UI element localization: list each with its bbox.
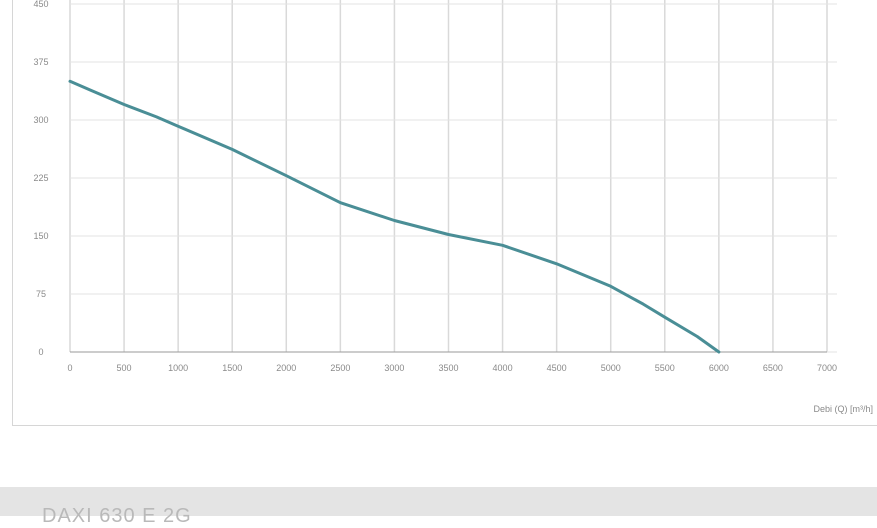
x-tick-label: 3500: [438, 363, 458, 373]
y-tick-label: 375: [33, 57, 48, 67]
x-tick-label: 3000: [384, 363, 404, 373]
x-tick-label: 2500: [330, 363, 350, 373]
product-header-bar: DAXI 630 E 2G: [0, 487, 877, 527]
x-tick-label: 7000: [817, 363, 837, 373]
y-tick-labels: 0 75 150 225 300 375 450: [33, 0, 48, 357]
y-tick-label: 450: [33, 0, 48, 9]
y-tick-label: 300: [33, 115, 48, 125]
x-tick-labels: 0 500 1000 1500 2000 2500 3000 3500 4000 4500 5000…: [67, 363, 837, 373]
x-tick-label: 2000: [276, 363, 296, 373]
x-tick-label: 6500: [763, 363, 783, 373]
chart-panel: 0 75 150 225 300 375 450 0 500 1000 1500 2000 2500 3…: [12, 0, 877, 426]
x-tick-label: 1000: [168, 363, 188, 373]
series-line: [68, 79, 721, 354]
x-tick-label: 5500: [655, 363, 675, 373]
x-tick-label: 5000: [601, 363, 621, 373]
chart-grid: [69, 0, 837, 353]
y-tick-label: 0: [38, 347, 43, 357]
performance-chart: 0 75 150 225 300 375 450 0 500 1000 1500 2000 2500 3…: [33, 0, 873, 414]
y-tick-label: 150: [33, 231, 48, 241]
y-tick-label: 225: [33, 173, 48, 183]
y-tick-label: 75: [36, 289, 46, 299]
x-tick-label: 4000: [493, 363, 513, 373]
x-tick-label: 4500: [547, 363, 567, 373]
x-tick-label: 6000: [709, 363, 729, 373]
x-tick-label: 1500: [222, 363, 242, 373]
product-title: DAXI 630 E 2G: [42, 505, 192, 527]
x-axis-title: Debi (Q) [m³/h]: [813, 404, 873, 414]
x-tick-label: 500: [117, 363, 132, 373]
x-tick-label: 0: [67, 363, 72, 373]
